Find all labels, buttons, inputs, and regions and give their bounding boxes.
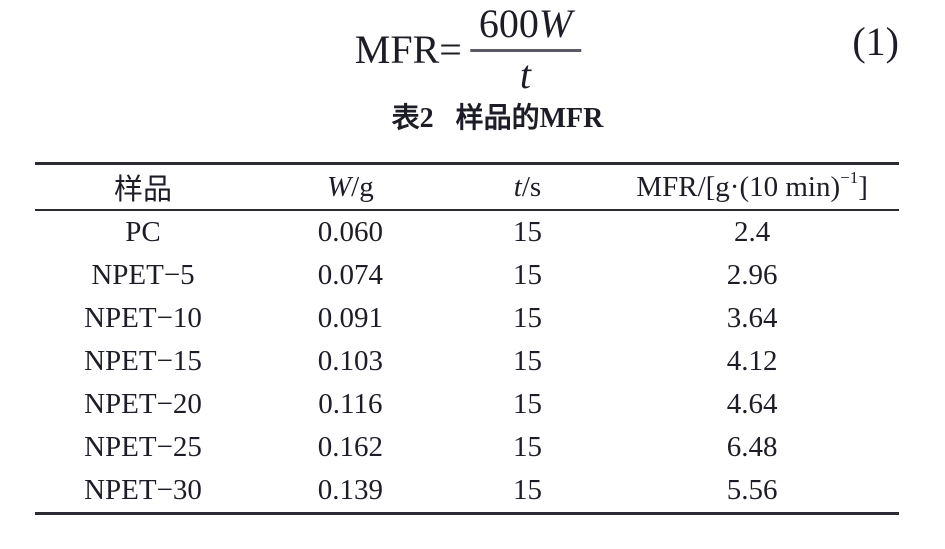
numerator-variable: W [538, 1, 573, 46]
cell-sample: NPET−30 [84, 474, 202, 506]
cell-t: 15 [512, 345, 542, 377]
col-header-t-unit: /s [521, 170, 542, 203]
table-row: NPET−30 0.139 15 5.56 [35, 469, 899, 514]
equation-lhs: MFR= [354, 26, 462, 72]
fraction-denominator: t [519, 51, 532, 97]
cell-t: 15 [512, 216, 542, 248]
equation-block: MFR= 600W t (1) [0, 0, 945, 98]
cell-mfr: 5.56 [726, 474, 778, 506]
numerator-coefficient: 600 [478, 1, 539, 46]
col-header-w-unit: /g [351, 170, 374, 203]
table-row: NPET−15 0.103 15 4.12 [35, 340, 899, 383]
col-header-t-symbol: t [513, 170, 522, 203]
cell-w: 0.162 [317, 431, 383, 463]
table-caption-title: 样品的MFR [455, 103, 604, 134]
table-caption-label: 表2 [391, 103, 434, 134]
cell-mfr: 6.48 [726, 431, 778, 463]
cell-sample: NPET−20 [84, 388, 202, 420]
cell-t: 15 [512, 388, 542, 420]
cell-mfr: 4.12 [726, 345, 778, 377]
cell-mfr: 2.96 [726, 259, 778, 291]
table-row: NPET−10 0.091 15 3.64 [35, 297, 899, 340]
col-header-mfr-suffix: ] [858, 170, 868, 203]
table-row: PC 0.060 15 2.4 [35, 210, 899, 254]
cell-t: 15 [512, 259, 542, 291]
equation-number: (1) [852, 19, 899, 64]
cell-w: 0.060 [317, 216, 383, 248]
table-row: NPET−25 0.162 15 6.48 [35, 426, 899, 469]
cell-sample: NPET−15 [84, 345, 202, 377]
cell-mfr: 4.64 [726, 388, 778, 420]
table-row: NPET−5 0.074 15 2.96 [35, 254, 899, 297]
col-header-sample: 样品 [35, 163, 251, 211]
cell-sample: NPET−10 [84, 302, 202, 334]
cell-w: 0.139 [317, 474, 383, 506]
table-row: NPET−20 0.116 15 4.64 [35, 383, 899, 426]
cell-t: 15 [512, 431, 542, 463]
col-header-mfr-exponent: −1 [840, 167, 859, 187]
table-header-row: 样品 W/g t/s MFR/[g·(10 min)−1] [35, 163, 899, 211]
equation-body: MFR= 600W t [354, 1, 582, 97]
col-header-w-symbol: W [326, 170, 352, 203]
cell-sample: NPET−5 [91, 259, 195, 291]
cell-w: 0.091 [317, 302, 383, 334]
col-header-t: t/s [449, 163, 606, 211]
cell-t: 15 [512, 474, 542, 506]
mfr-table: 样品 W/g t/s MFR/[g·(10 min)−1] PC 0.060 15 2… [35, 162, 899, 515]
table-body: PC 0.060 15 2.4 NPET−5 0.074 15 2.96 NPET−10 0.09… [35, 210, 899, 514]
fraction-numerator: 600W [469, 1, 582, 52]
table-caption: 表2 样品的MFR [25, 102, 945, 136]
cell-mfr: 2.4 [733, 216, 771, 248]
col-header-mfr: MFR/[g·(10 min)−1] [605, 163, 899, 211]
cell-t: 15 [512, 302, 542, 334]
cell-mfr: 3.64 [726, 302, 778, 334]
col-header-mfr-prefix: MFR/[g·(10 min) [636, 170, 841, 203]
cell-sample: NPET−25 [84, 431, 202, 463]
cell-sample: PC [125, 216, 161, 248]
cell-w: 0.116 [318, 388, 383, 420]
col-header-w: W/g [251, 163, 450, 211]
equation-fraction: 600W t [469, 1, 582, 97]
cell-w: 0.074 [317, 259, 383, 291]
cell-w: 0.103 [317, 345, 383, 377]
